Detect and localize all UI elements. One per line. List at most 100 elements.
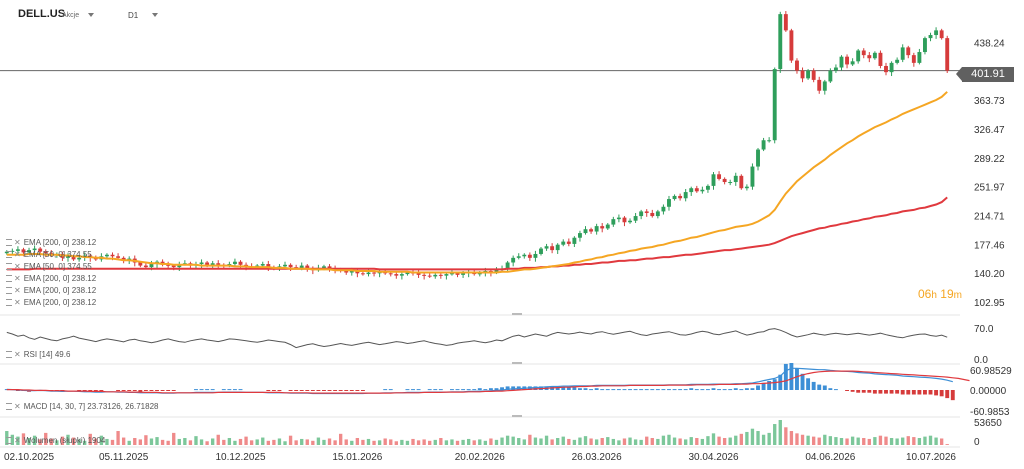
indicator-ema-200[interactable]: ✕ EMA [200, 0] 238.12 (6, 238, 96, 247)
menu-icon[interactable] (6, 403, 12, 411)
indicator-rsi[interactable]: ✕ RSI [14] 49.6 (6, 350, 70, 359)
candle-body (360, 273, 365, 275)
volume-bar (695, 438, 699, 445)
candle-body (294, 267, 299, 269)
candle-body (761, 140, 766, 150)
close-icon[interactable]: ✕ (14, 262, 21, 271)
volume-bar (255, 439, 259, 445)
candle-body (372, 272, 377, 274)
macd-histogram-bar (160, 390, 165, 391)
menu-icon[interactable] (6, 251, 12, 259)
macd-histogram-bar (149, 390, 154, 391)
price-tick-label: 438.24 (974, 39, 1005, 50)
macd-histogram-bar (483, 389, 488, 391)
candle-body (427, 275, 432, 277)
candle-body (900, 47, 905, 60)
indicator-macd[interactable]: ✕ MACD [14, 30, 7] 23.73126, 26.71828 (6, 402, 158, 411)
macd-histogram-bar (205, 389, 210, 391)
volume-bar (472, 440, 476, 445)
candle-body (232, 261, 237, 265)
close-icon[interactable]: ✕ (14, 238, 21, 247)
macd-histogram-bar (694, 389, 699, 391)
timeframe-label[interactable]: D1 (128, 11, 139, 20)
volume-bar (556, 438, 560, 445)
macd-histogram-bar (767, 381, 772, 390)
candle-body (166, 264, 171, 266)
volume-tick-label: 0 (974, 437, 980, 448)
volume-bar (873, 437, 877, 445)
volume-bar (272, 439, 276, 445)
menu-icon[interactable] (6, 299, 12, 307)
indicator-volume[interactable]: ✕ Wolumen (słupki) 1904 (6, 436, 105, 445)
price-tick-label: 140.20 (974, 269, 1005, 280)
volume-bar (633, 439, 638, 445)
volume-bar (606, 437, 610, 445)
candle-body (733, 175, 738, 183)
chevron-down-icon[interactable] (88, 13, 94, 17)
candle-body (928, 35, 933, 39)
volume-bar (433, 439, 437, 445)
volume-bar (155, 437, 159, 445)
macd-histogram-bar (227, 389, 232, 391)
candle-body (143, 265, 148, 268)
close-icon[interactable]: ✕ (14, 274, 21, 283)
indicator-ema-200-d[interactable]: ✕ EMA [200, 0] 238.12 (6, 298, 96, 307)
candle-body (728, 182, 733, 184)
symbol-label[interactable]: DELL.US (18, 8, 66, 20)
candle-body (772, 69, 777, 141)
close-icon[interactable]: ✕ (14, 436, 21, 445)
chevron-down-icon[interactable] (152, 13, 158, 17)
macd-histogram-bar (861, 390, 866, 393)
volume-bar (83, 440, 87, 445)
close-icon[interactable]: ✕ (14, 350, 21, 359)
macd-histogram-bar (143, 390, 148, 391)
indicator-label: EMA [200, 0] 238.12 (23, 238, 97, 247)
volume-bar (505, 435, 510, 445)
volume-bar (578, 437, 582, 445)
menu-icon[interactable] (6, 351, 12, 359)
macd-histogram-bar (505, 386, 510, 390)
close-icon[interactable]: ✕ (14, 402, 21, 411)
volume-bar (645, 436, 649, 445)
candle-body (205, 262, 210, 266)
indicator-ema-50[interactable]: ✕ EMA [50, 0] 374.55 (6, 250, 92, 259)
pane-resize-handle (512, 415, 522, 417)
menu-icon[interactable] (6, 239, 12, 247)
close-icon[interactable]: ✕ (14, 286, 21, 295)
volume-bar (539, 438, 543, 445)
volume-bar (828, 436, 833, 445)
volume-bar (305, 439, 309, 445)
volume-bar (216, 434, 220, 445)
candle-body (505, 262, 510, 269)
candle-body (238, 261, 243, 265)
macd-histogram-bar (127, 390, 132, 391)
macd-histogram-bar (271, 390, 276, 391)
candle-body (722, 178, 727, 183)
indicator-ema-200-b[interactable]: ✕ EMA [200, 0] 238.12 (6, 274, 96, 283)
indicator-ema-50-b[interactable]: ✕ EMA [50, 0] 374.55 (6, 262, 92, 271)
menu-icon[interactable] (6, 437, 12, 445)
candle-body (438, 274, 443, 276)
menu-icon[interactable] (6, 287, 12, 295)
volume-bar (533, 437, 538, 445)
menu-icon[interactable] (6, 263, 12, 271)
volume-bar (800, 434, 805, 445)
candle-body (644, 211, 649, 213)
candle-body (934, 30, 939, 36)
volume-bar (750, 428, 755, 445)
menu-icon[interactable] (6, 275, 12, 283)
macd-histogram-bar (672, 389, 677, 391)
volume-bar (878, 435, 883, 445)
volume-bar (583, 436, 588, 445)
close-icon[interactable]: ✕ (14, 298, 21, 307)
volume-bar (939, 438, 944, 445)
indicator-label: EMA [50, 0] 374.55 (23, 250, 92, 259)
macd-histogram-bar (783, 363, 788, 390)
macd-histogram-bar (288, 390, 293, 391)
macd-histogram-bar (650, 389, 655, 391)
close-icon[interactable]: ✕ (14, 250, 21, 259)
indicator-ema-200-c[interactable]: ✕ EMA [200, 0] 238.12 (6, 286, 96, 295)
volume-bar (767, 432, 771, 445)
macd-histogram-bar (700, 389, 705, 391)
